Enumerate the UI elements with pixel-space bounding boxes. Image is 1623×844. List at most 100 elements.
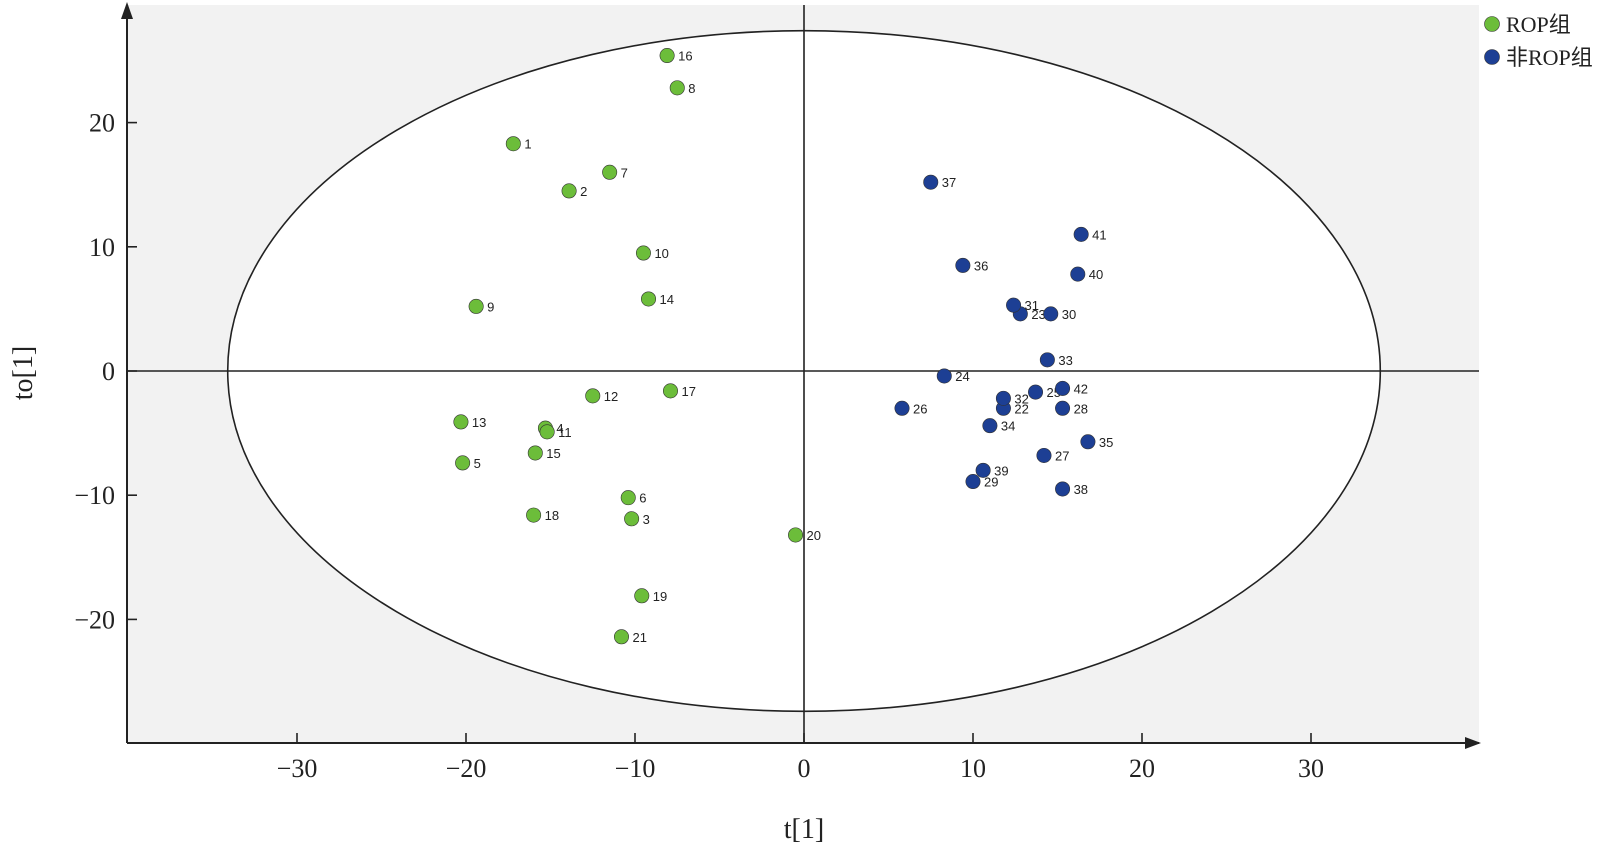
legend-marker [1484, 16, 1500, 32]
y-tick-label: 10 [89, 233, 115, 262]
scatter-point [453, 414, 469, 430]
point-label: 11 [558, 425, 572, 440]
point-label: 19 [653, 589, 667, 604]
point-label: 6 [639, 491, 646, 506]
x-tick-label: −10 [615, 754, 656, 783]
point-label: 40 [1089, 267, 1103, 282]
point-label: 41 [1092, 227, 1106, 242]
point-label: 13 [472, 415, 486, 430]
scatter-point [1055, 400, 1071, 416]
point-label: 42 [1074, 381, 1088, 396]
scatter-point [669, 80, 685, 96]
x-axis-arrow [1465, 737, 1481, 749]
scatter-point [662, 383, 678, 399]
point-label: 15 [546, 446, 560, 461]
scatter-point [527, 445, 543, 461]
x-tick-label: −30 [277, 754, 318, 783]
point-label: 34 [1001, 419, 1015, 434]
scatter-point [955, 257, 971, 273]
point-label: 17 [681, 384, 695, 399]
scatter-point [1028, 384, 1044, 400]
scatter-point [995, 390, 1011, 406]
scatter-point [1073, 226, 1089, 242]
scatter-point [635, 245, 651, 261]
point-label: 27 [1055, 448, 1069, 463]
point-label: 31 [1025, 298, 1039, 313]
point-label: 10 [654, 246, 668, 261]
y-tick-label: −20 [74, 605, 115, 634]
point-label: 4 [556, 421, 563, 436]
scatter-point [602, 164, 618, 180]
scatter-point [526, 507, 542, 523]
point-label: 2 [580, 184, 587, 199]
scatter-point [982, 418, 998, 434]
y-tick-label: 20 [89, 109, 115, 138]
point-label: 38 [1074, 482, 1088, 497]
point-label: 26 [913, 401, 927, 416]
scatter-point [1055, 380, 1071, 396]
y-tick-label: −10 [74, 481, 115, 510]
point-label: 39 [994, 463, 1008, 478]
point-label: 20 [807, 528, 821, 543]
legend-marker [1484, 49, 1500, 65]
x-tick-label: −20 [446, 754, 487, 783]
scatter-point [936, 368, 952, 384]
scatter-point [965, 474, 981, 490]
point-label: 33 [1058, 353, 1072, 368]
point-label: 29 [984, 475, 998, 490]
point-label: 23 [1031, 307, 1045, 322]
scatter-point [1036, 447, 1052, 463]
scatter-point [455, 455, 471, 471]
x-axis-title: t[1] [784, 814, 824, 844]
point-label: 36 [974, 258, 988, 273]
point-label: 24 [955, 369, 969, 384]
legend-label: 非ROP组 [1506, 45, 1593, 70]
scatter-point [1039, 352, 1055, 368]
scatter-point [923, 174, 939, 190]
x-tick-label: 20 [1129, 754, 1155, 783]
point-label: 18 [545, 508, 559, 523]
scatter-point [641, 291, 657, 307]
point-label: 32 [1014, 391, 1028, 406]
point-label: 12 [604, 389, 618, 404]
point-label: 8 [688, 81, 695, 96]
legend-label: ROP组 [1506, 12, 1571, 37]
scatter-point [1070, 266, 1086, 282]
scatter-point [613, 629, 629, 645]
scatter-point [659, 48, 675, 64]
x-tick-label: 0 [798, 754, 811, 783]
scatter-point [468, 298, 484, 314]
point-label: 5 [474, 456, 481, 471]
scatter-point [620, 490, 636, 506]
scatter-point [585, 388, 601, 404]
scatter-point [1006, 297, 1022, 313]
point-label: 7 [621, 165, 628, 180]
scatter-point [539, 424, 555, 440]
scatter-point [894, 400, 910, 416]
point-label: 28 [1074, 401, 1088, 416]
y-axis-arrow [121, 2, 133, 19]
y-tick-label: 0 [102, 357, 115, 386]
point-label: 9 [487, 299, 494, 314]
point-label: 3 [643, 512, 650, 527]
scatter-point [505, 136, 521, 152]
x-tick-label: 10 [960, 754, 986, 783]
point-label: 22 [1014, 401, 1028, 416]
series-non-rop: 2223242526272829303132333435363738394041… [894, 174, 1113, 497]
point-label: 1 [524, 137, 531, 152]
scatter-point [561, 183, 577, 199]
scatter-point [634, 588, 650, 604]
scatter-point [788, 527, 804, 543]
scatter-point [1080, 434, 1096, 450]
point-label: 35 [1099, 435, 1113, 450]
scatter-point [1055, 481, 1071, 497]
point-label: 14 [660, 292, 674, 307]
point-label: 16 [678, 49, 692, 64]
scatter-point [624, 511, 640, 527]
scatter-point [975, 462, 991, 478]
point-label: 37 [942, 175, 956, 190]
point-label: 21 [632, 630, 646, 645]
scatter-point [1043, 306, 1059, 322]
